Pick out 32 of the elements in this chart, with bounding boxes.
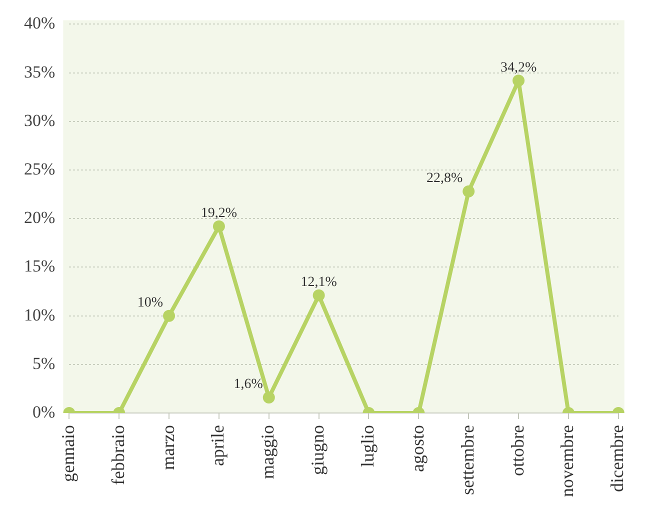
y-tick-label: 35% <box>24 62 56 82</box>
x-tick-label: luglio <box>357 425 378 468</box>
data-label: 1,6% <box>234 377 264 392</box>
data-label: 22,8% <box>426 171 463 186</box>
point <box>312 289 325 302</box>
y-tick-label: 25% <box>24 159 56 178</box>
y-tick-label: 0% <box>32 402 56 422</box>
x-tick-label: ottobre <box>507 425 528 476</box>
x-tick-label: marzo <box>158 425 178 470</box>
x-tick-label: agosto <box>407 425 428 472</box>
data-label: 10% <box>137 295 164 310</box>
y-tick-label: 40% <box>24 14 56 33</box>
x-tick-label: dicembre <box>607 425 628 492</box>
data-label: 19,2% <box>200 206 238 222</box>
point <box>462 185 475 198</box>
y-tick-label: 10% <box>24 305 56 324</box>
x-tick-label: aprile <box>208 425 228 466</box>
point <box>212 220 225 232</box>
x-tick-label: giugno <box>308 425 328 476</box>
x-tick-label: novembre <box>557 425 578 498</box>
x-tick-label: settembre <box>457 425 478 496</box>
data-label: 12,1% <box>300 275 338 290</box>
data-label: 34,2% <box>500 60 537 76</box>
x-tick-label: febbraio <box>108 425 128 485</box>
x-tick-label: gennaio <box>58 425 78 482</box>
y-tick-label: 15% <box>24 256 56 276</box>
y-tick-label: 30% <box>24 110 56 130</box>
point <box>163 310 176 322</box>
y-tick-label: 5% <box>32 354 56 373</box>
x-tick-label: maggio <box>258 425 278 480</box>
y-tick-label: 20% <box>24 208 56 228</box>
point <box>512 74 525 87</box>
